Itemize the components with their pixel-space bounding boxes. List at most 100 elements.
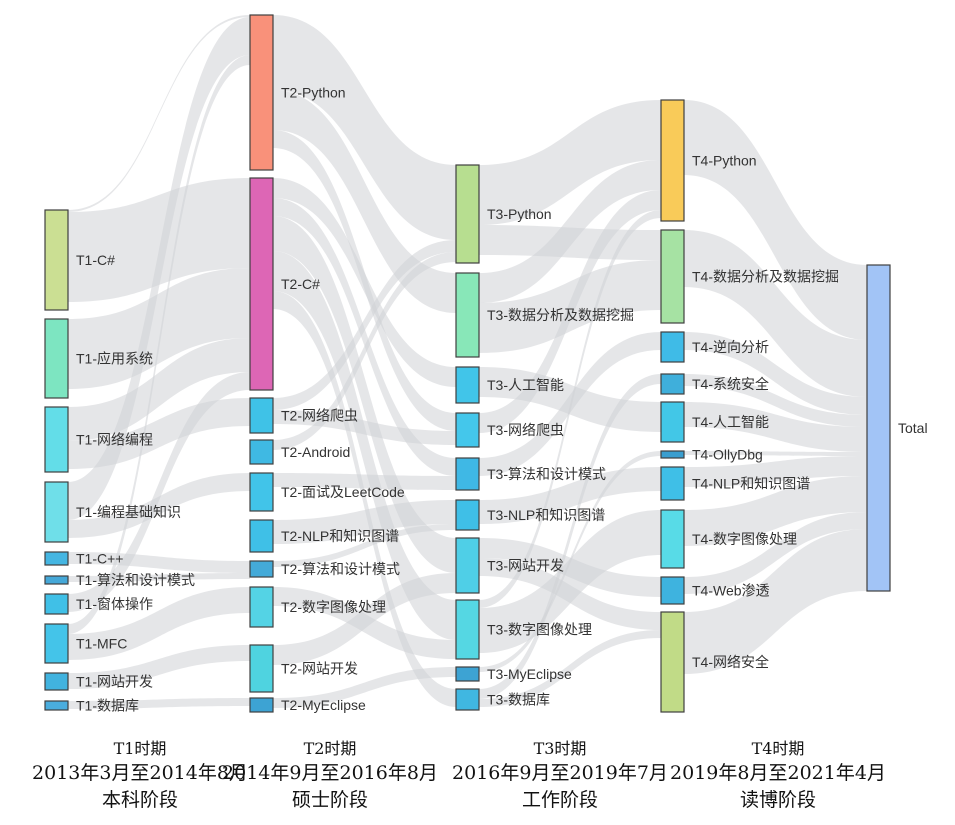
node-label-t1-network-prog: T1-网络编程 [76,432,153,448]
sankey-node-t3-database[interactable] [455,688,480,711]
period-label-t4: T4时期 2019年8月至2021年4月 读博阶段 [618,738,938,814]
flow-t3-web-crawler-to-t4-python [479,190,661,433]
node-label-t4-network-security: T4-网络安全 [692,654,769,670]
sankey-node-t4-dip[interactable] [660,509,685,569]
sankey-node-t4-system-security[interactable] [660,373,685,395]
sankey-node-t2-python[interactable] [249,14,274,171]
node-label-t1-web-dev: T1-网站开发 [76,674,153,690]
flow-t4-python-to-total [684,100,867,340]
node-label-t2-python: T2-Python [281,85,346,101]
node-label-t4-data-mining: T4-数据分析及数据挖掘 [692,269,839,285]
sankey-node-t4-reverse[interactable] [660,331,685,363]
sankey-node-t2-web-dev[interactable] [249,644,274,693]
node-label-t3-web-crawler: T3-网络爬虫 [487,422,564,438]
sankey-node-t4-python[interactable] [660,99,685,222]
sankey-node-t4-network-security[interactable] [660,611,685,713]
flow-t4-reverse-to-total [684,332,867,415]
sankey-node-t2-android[interactable] [249,439,274,465]
flow-t4-system-security-to-total [684,374,867,427]
node-label-t2-android: T2-Android [281,444,350,460]
sankey-node-t3-web-crawler[interactable] [455,412,480,448]
node-label-t1-prog-basics: T1-编程基础知识 [76,504,181,520]
sankey-node-t2-leetcode[interactable] [249,472,274,512]
node-label-t2-leetcode: T2-面试及LeetCode [281,484,405,500]
sankey-node-t3-dip[interactable] [455,599,480,660]
sankey-node-t2-algorithms[interactable] [249,560,274,578]
flow-t2-algorithms-to-t3-nlp [273,524,456,567]
sankey-node-t1-cpp[interactable] [44,551,69,566]
sankey-node-t1-network-prog[interactable] [44,406,69,473]
sankey-node-t1-web-dev[interactable] [44,672,69,691]
node-label-t1-mfc: T1-MFC [76,636,127,652]
flow-t4-ai-to-total [684,402,867,452]
period-label-t3: T3时期 2016年9月至2019年7月 工作阶段 [400,738,720,814]
sankey-node-t2-csharp[interactable] [249,177,274,391]
flow-t2-web-dev-to-t3-web-dev [273,573,456,665]
sankey-node-t4-data-mining[interactable] [660,229,685,324]
period-stage: 硕士阶段 [291,789,368,811]
flow-t2-csharp-to-t3-web-dev [273,216,456,573]
sankey-node-t4-nlp[interactable] [660,466,685,501]
sankey-node-t1-window-ops[interactable] [44,593,69,615]
sankey-node-t1-csharp[interactable] [44,209,69,311]
flow-t4-network-security-to-total [684,529,867,674]
sankey-node-t3-web-dev[interactable] [455,537,480,594]
node-label-t3-ai: T3-人工智能 [487,377,564,393]
flow-t2-csharp-to-t3-algorithms [273,198,456,476]
node-label-t4-system-security: T4-系统安全 [692,376,769,392]
period-title: T3时期 [533,739,587,758]
flow-t1-mfc-to-t2-dip [68,587,250,660]
node-label-t1-database: T1-数据库 [76,698,139,714]
sankey-node-t3-ai[interactable] [455,366,480,404]
sankey-node-t3-data-mining[interactable] [455,272,480,358]
node-label-t3-database: T3-数据库 [487,692,550,708]
sankey-node-t4-ollydbg[interactable] [660,450,685,459]
period-title: T2时期 [303,739,357,758]
sankey-node-t2-myeclipse[interactable] [249,697,274,713]
flow-t2-web-crawler-to-t3-python [273,240,456,410]
sankey-node-t1-prog-basics[interactable] [44,481,69,543]
sankey-diagram: T1-C# T1-应用系统 T1-网络编程 T1-编程基础知识 T1-C++ T1-算法和… [44,14,928,714]
flow-t1-csharp-to-t2-python [68,15,250,212]
sankey-node-t1-app-system[interactable] [44,318,69,399]
sankey-node-t3-algorithms[interactable] [455,457,480,491]
flow-t3-python-to-t4-python [479,100,661,225]
sankey-node-t1-algorithms[interactable] [44,575,69,585]
period-axis: T1时期 2013年3月至2014年8月 本科阶段 T2时期 2014年9月至2… [0,738,955,825]
period-label-t1: T1时期 2013年3月至2014年8月 本科阶段 [0,738,300,814]
flow-t2-web-crawler-to-t3-web-crawler [273,410,456,445]
node-label-t3-nlp: T3-NLP和知识图谱 [487,507,605,523]
flow-t4-data-mining-to-total [684,230,867,397]
flow-t1-database-to-t2-myeclipse [68,698,250,709]
sankey-node-t4-ai[interactable] [660,401,685,443]
sankey-node-t3-nlp[interactable] [455,499,480,531]
period-stage: 工作阶段 [521,789,598,811]
node-label-t4-web-pentest: T4-Web渗透 [692,583,770,599]
sankey-node-t3-python[interactable] [455,164,480,264]
node-label-t1-app-system: T1-应用系统 [76,351,153,367]
node-label-t3-dip: T3-数字图像处理 [487,622,592,638]
sankey-node-t1-database[interactable] [44,700,69,711]
node-label-t2-myeclipse: T2-MyEclipse [281,697,366,713]
flow-t1-network-prog-to-t2-csharp [68,338,250,441]
period-label-t2: T2时期 2014年9月至2016年8月 硕士阶段 [170,738,490,814]
sankey-node-t1-mfc[interactable] [44,623,69,664]
period-range: 2013年3月至2014年8月 [32,762,248,784]
sankey-node-t2-nlp[interactable] [249,519,274,553]
sankey-node-t2-dip[interactable] [249,586,274,628]
flow-t2-myeclipse-to-t3-myeclipse [273,667,456,708]
flow-t1-mfc-to-t2-python [68,55,250,634]
flow-t3-database-to-t4-system-security [479,374,661,699]
node-label-t1-window-ops: T1-窗体操作 [76,596,153,612]
flow-t1-prog-basics-to-t2-leetcode [68,473,250,538]
flow-t1-prog-basics-to-t2-python [68,17,250,520]
sankey-node-t3-myeclipse[interactable] [455,666,480,682]
sankey-node-total[interactable] [866,264,891,592]
node-label-t1-cpp: T1-C++ [76,551,123,567]
sankey-node-t2-web-crawler[interactable] [249,397,274,434]
period-title: T4时期 [751,739,805,758]
flow-t4-nlp-to-total [684,456,867,487]
sankey-node-t4-web-pentest[interactable] [660,576,685,605]
flow-t1-window-ops-to-t2-csharp [68,372,250,612]
flow-t3-algorithms-to-t4-reverse [479,332,661,476]
